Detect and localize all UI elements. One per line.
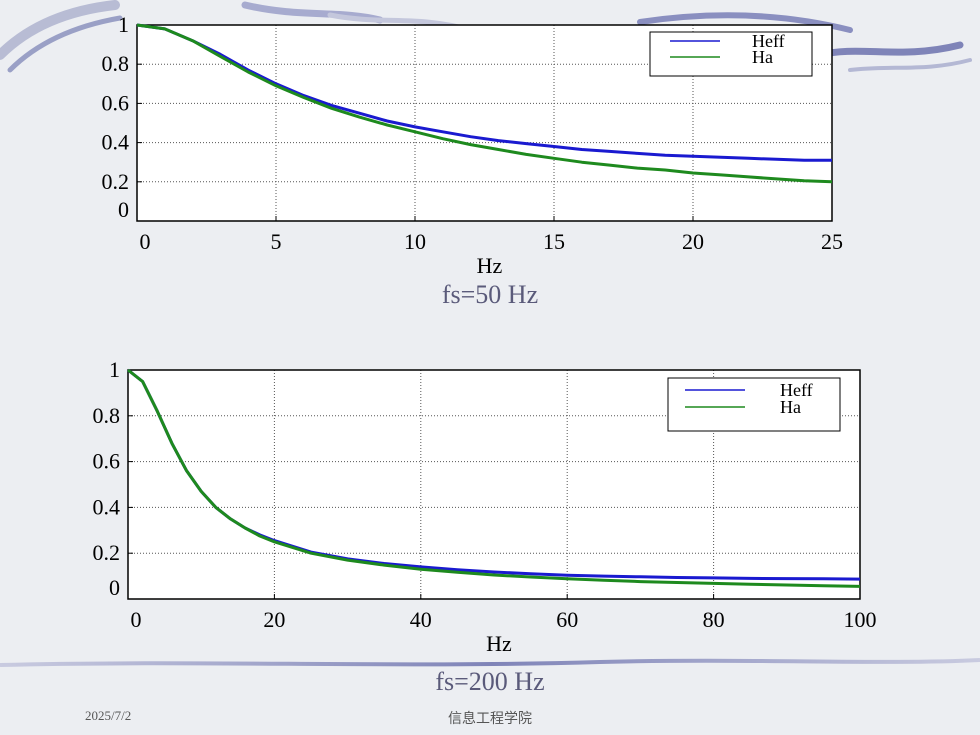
y-tick-label: 0.6 <box>102 90 130 115</box>
x-tick-label: 100 <box>844 607 877 632</box>
x-tick-label: 15 <box>543 229 565 254</box>
x-axis-label: Hz <box>486 631 512 656</box>
x-tick-label: 20 <box>263 607 285 632</box>
y-tick-label: 1 <box>118 12 129 37</box>
legend-label-heff: Heff <box>780 380 813 400</box>
legend-box <box>649 31 813 77</box>
series-line-ha <box>127 368 861 588</box>
caption-fs-50: fs=50 Hz <box>441 280 539 309</box>
x-axis-label: Hz <box>477 253 503 278</box>
legend-label-ha: Ha <box>752 47 773 67</box>
x-tick-label: 0 <box>140 229 151 254</box>
legend-label-ha: Ha <box>780 397 801 417</box>
x-tick-label: 80 <box>703 607 725 632</box>
y-tick-label: 0.6 <box>93 449 121 474</box>
bottom-divider-line <box>0 658 980 667</box>
y-tick-label: 1 <box>109 357 120 382</box>
top-swoosh-decoration <box>0 0 972 73</box>
footer-organization: 信息工程学院 <box>448 711 532 727</box>
y-tick-label: 0.2 <box>102 169 130 194</box>
x-tick-label: 10 <box>404 229 426 254</box>
series-line-ha <box>136 23 833 184</box>
plot-frame <box>127 369 861 600</box>
y-tick-label: 0.8 <box>93 403 121 428</box>
x-tick-label: 60 <box>556 607 578 632</box>
x-tick-label: 20 <box>682 229 704 254</box>
y-tick-label: 0.2 <box>93 540 121 565</box>
legend-label-heff: Heff <box>752 31 785 51</box>
caption-fs-200: fs=200 Hz <box>435 667 545 696</box>
y-tick-label: 0.4 <box>102 130 130 155</box>
x-tick-label: 5 <box>271 229 282 254</box>
x-tick-label: 0 <box>131 607 142 632</box>
x-tick-label: 25 <box>821 229 843 254</box>
y-tick-label: 0 <box>109 575 120 600</box>
y-tick-label: 0 <box>118 197 129 222</box>
y-tick-label: 0.4 <box>93 494 121 519</box>
y-tick-label: 0.8 <box>102 51 130 76</box>
x-tick-label: 40 <box>410 607 432 632</box>
plot-frame <box>136 24 833 222</box>
legend-box <box>667 377 841 432</box>
series-line-heff <box>136 23 832 162</box>
footer-date: 2025/7/2 <box>85 708 132 723</box>
